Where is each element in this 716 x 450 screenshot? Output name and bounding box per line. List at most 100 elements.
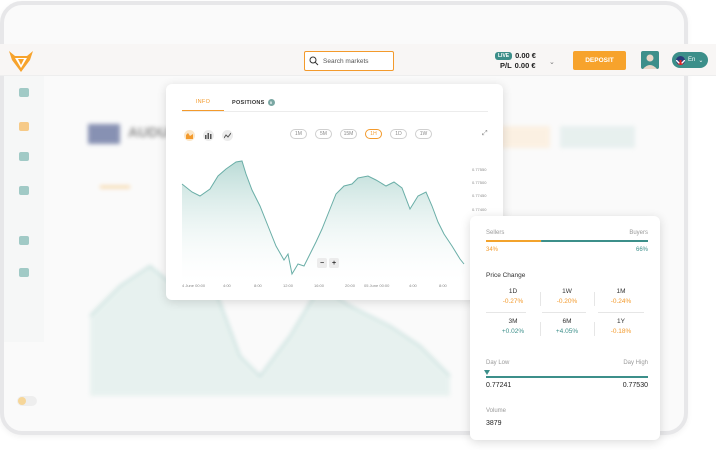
popup-tabs: INFO POSITIONS 0 xyxy=(182,94,488,112)
area-chart-icon xyxy=(186,133,193,139)
search-icon xyxy=(309,56,319,66)
change-value: -0.27% xyxy=(502,298,524,305)
pl-label: P/L xyxy=(500,61,512,70)
x-tick-label: 8:00 xyxy=(254,283,262,288)
timeframe-1d[interactable]: 1D xyxy=(390,129,407,139)
price-change-item: 1Y -0.18% xyxy=(594,318,648,335)
price-change-item: 1W -0.20% xyxy=(540,288,594,305)
sellers-percent: 34% xyxy=(486,247,499,253)
y-tick-label: 0.77450 xyxy=(472,193,487,198)
balance-panel[interactable]: LIVE 0.00 € P/L 0.00 € xyxy=(495,51,536,70)
price-change-title: Price Change xyxy=(486,272,526,279)
chevron-down-icon[interactable]: ⌄ xyxy=(549,59,555,66)
theme-toggle[interactable] xyxy=(17,396,37,406)
day-range-bar xyxy=(486,376,648,378)
change-value: -0.18% xyxy=(610,328,632,335)
positions-count-badge: 0 xyxy=(267,99,275,106)
period-label: 1M xyxy=(616,288,626,295)
price-change-item: 3M +0.02% xyxy=(486,318,540,335)
change-value: +4.05% xyxy=(555,328,579,335)
chart-popup: INFO POSITIONS 0 1M 5M 15M 1H 1D 1W ⤢ xyxy=(166,84,503,300)
sidebar-item[interactable] xyxy=(8,152,40,161)
balance-value: 0.00 € xyxy=(515,51,536,60)
language-selector[interactable]: En ⌄ xyxy=(672,52,708,68)
search-placeholder: Search markets xyxy=(323,57,369,65)
x-tick-label: 4:00 xyxy=(409,283,417,288)
sidebar-item[interactable] xyxy=(8,268,40,277)
zoom-controls: − + xyxy=(317,258,339,268)
period-label: 1D xyxy=(508,288,518,295)
x-tick-label: 05 June 00:00 xyxy=(364,283,390,288)
change-value: +0.02% xyxy=(501,328,525,335)
zoom-out-button[interactable]: − xyxy=(317,258,327,268)
volume-label: Volume xyxy=(486,408,507,414)
sidebar xyxy=(4,76,44,406)
account-icon xyxy=(19,236,29,245)
market-info-card: Sellers Buyers 34% 66% Price Change 1D -… xyxy=(470,216,660,440)
y-tick-label: 0.77400 xyxy=(472,207,487,212)
sellers-label: Sellers xyxy=(486,230,505,236)
price-change-item: 1D -0.27% xyxy=(486,288,540,305)
buyers-percent: 66% xyxy=(635,247,648,253)
buyers-label: Buyers xyxy=(629,230,648,236)
current-price-marker xyxy=(484,370,490,375)
bar-chart-icon xyxy=(205,133,212,139)
timeframe-15m[interactable]: 15M xyxy=(340,129,357,139)
volume-value: 3879 xyxy=(486,420,502,427)
expand-icon[interactable]: ⤢ xyxy=(482,130,488,137)
zoom-in-button[interactable]: + xyxy=(329,258,339,268)
search-input[interactable]: Search markets xyxy=(304,51,394,71)
chart-line xyxy=(181,160,465,276)
price-chart[interactable] xyxy=(180,154,480,284)
funds-icon xyxy=(19,152,29,161)
markets-icon xyxy=(19,122,29,131)
x-tick-label: 8:00 xyxy=(439,283,447,288)
uk-flag-icon xyxy=(676,55,685,65)
day-high-label: Day High xyxy=(623,360,648,366)
change-value: -0.24% xyxy=(610,298,632,305)
period-label: 3M xyxy=(508,318,518,325)
sentiment-bar xyxy=(486,240,648,242)
sidebar-item[interactable] xyxy=(8,88,40,97)
day-low-value: 0.77241 xyxy=(486,382,512,389)
period-label: 6M xyxy=(562,318,572,325)
timeframe-1m[interactable]: 1M xyxy=(290,129,307,139)
sidebar-item[interactable] xyxy=(8,186,40,195)
change-value: -0.20% xyxy=(556,298,578,305)
x-tick-label: 20:00 xyxy=(345,283,356,288)
y-tick-label: 0.77550 xyxy=(472,167,487,172)
timeframe-1h[interactable]: 1H xyxy=(365,129,382,139)
sidebar-item[interactable] xyxy=(8,236,40,245)
tab-positions-label: POSITIONS xyxy=(232,99,265,106)
x-tick-label: 4:00 xyxy=(223,283,231,288)
home-icon xyxy=(19,88,29,97)
timeframe-5m[interactable]: 5M xyxy=(315,129,332,139)
live-badge: LIVE xyxy=(495,51,513,60)
line-chart-button[interactable] xyxy=(222,130,233,141)
price-change-item: 6M +4.05% xyxy=(540,318,594,335)
period-label: 1Y xyxy=(617,318,625,325)
support-icon xyxy=(19,268,29,277)
tab-info[interactable]: INFO xyxy=(182,94,224,111)
user-icon xyxy=(643,54,657,69)
language-label: En xyxy=(688,57,696,63)
bar-chart-button[interactable] xyxy=(203,130,214,141)
history-icon xyxy=(19,186,29,195)
tab-positions[interactable]: POSITIONS 0 xyxy=(232,94,275,111)
x-tick-label: 16:00 xyxy=(314,283,325,288)
timeframe-1w[interactable]: 1W xyxy=(415,129,432,139)
area-chart-button[interactable] xyxy=(184,130,195,141)
avatar[interactable] xyxy=(641,51,659,69)
line-chart-icon xyxy=(224,132,231,139)
price-change-item: 1M -0.24% xyxy=(594,288,648,305)
day-high-value: 0.77530 xyxy=(622,382,648,389)
chevron-down-icon: ⌄ xyxy=(698,57,704,64)
y-tick-label: 0.77500 xyxy=(472,180,487,185)
x-tick-label: 12:00 xyxy=(283,283,294,288)
brand-logo-icon[interactable] xyxy=(8,48,34,74)
deposit-button[interactable]: DEPOSIT xyxy=(573,51,626,70)
x-tick-label: 4 June 00:00 xyxy=(182,283,206,288)
period-label: 1W xyxy=(562,288,572,295)
sidebar-item[interactable] xyxy=(8,122,40,131)
